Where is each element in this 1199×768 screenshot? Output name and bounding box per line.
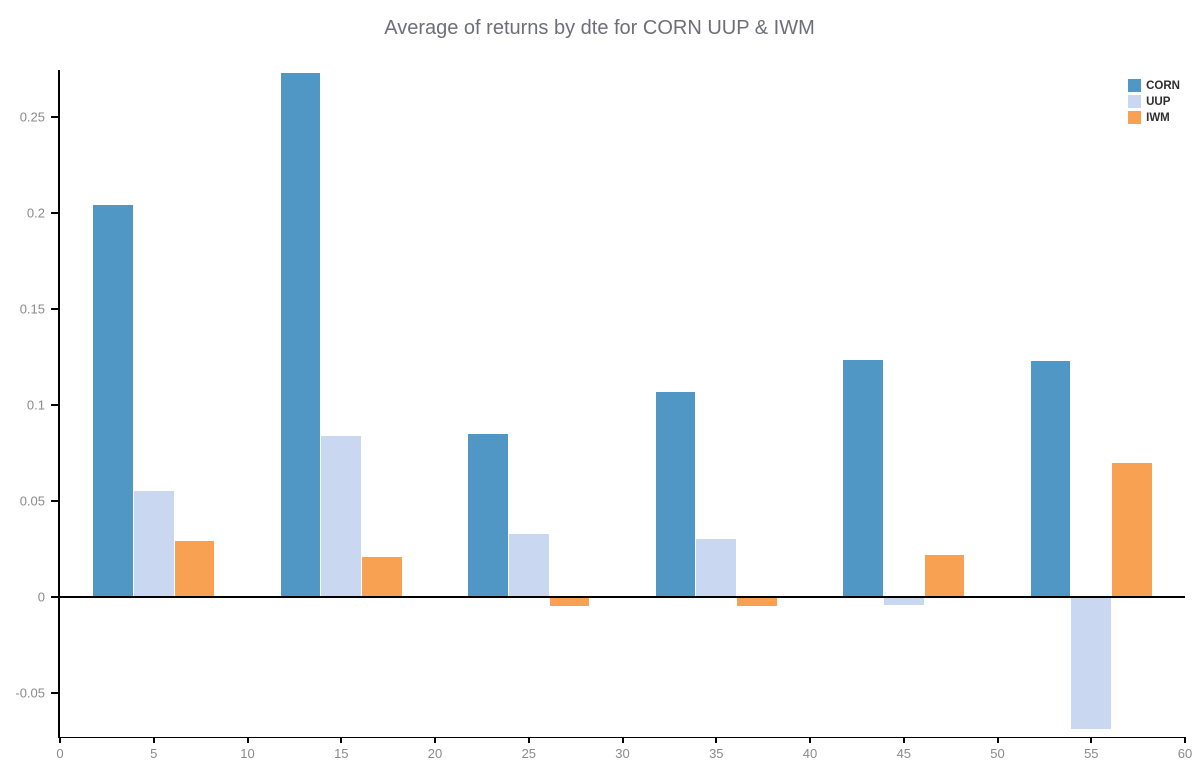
legend-label: IWM xyxy=(1146,111,1170,124)
y-tick-label: 0.2 xyxy=(26,205,45,221)
y-tick-label: -0.05 xyxy=(15,685,45,701)
bar-iwm-25 xyxy=(549,596,590,607)
bar-uup-35 xyxy=(696,539,737,597)
x-tick xyxy=(715,737,718,743)
x-tick xyxy=(152,737,155,743)
y-tick xyxy=(51,403,58,406)
bar-iwm-45 xyxy=(924,554,965,597)
y-tick-label: 0.1 xyxy=(26,397,45,413)
y-tick-label: 0.15 xyxy=(19,301,45,317)
y-tick-label: 0.25 xyxy=(19,109,45,125)
bar-uup-5 xyxy=(133,491,174,597)
y-tick-label: 0 xyxy=(37,589,45,605)
x-tick xyxy=(621,737,624,743)
x-tick-label: 25 xyxy=(521,746,537,761)
x-tick xyxy=(1090,737,1093,743)
bar-corn-45 xyxy=(843,359,883,597)
y-tick xyxy=(51,499,58,502)
bar-uup-45 xyxy=(883,596,924,605)
chart-title: Average of returns by dte for CORN UUP &… xyxy=(384,17,815,39)
x-tick xyxy=(246,737,249,743)
x-tick xyxy=(902,737,905,743)
legend-label: UUP xyxy=(1146,95,1171,108)
x-tick xyxy=(527,737,530,743)
legend-item-corn: CORN xyxy=(1128,79,1180,92)
x-tick-label: 5 xyxy=(150,746,158,761)
bar-iwm-55 xyxy=(1112,462,1152,597)
x-tick-label: 60 xyxy=(1177,746,1193,761)
x-tick-label: 35 xyxy=(709,746,724,761)
legend-swatch-uup xyxy=(1128,95,1142,108)
x-tick-label: 0 xyxy=(56,746,64,761)
legend-item-uup: UUP xyxy=(1128,95,1180,108)
bar-uup-55 xyxy=(1071,596,1112,730)
x-tick xyxy=(434,737,436,743)
x-tick xyxy=(59,737,61,743)
bar-iwm-35 xyxy=(737,596,777,607)
bar-iwm-15 xyxy=(362,556,402,597)
x-tick-label: 40 xyxy=(802,746,818,761)
x-tick xyxy=(809,737,811,743)
y-tick xyxy=(51,308,58,310)
x-tick-label: 10 xyxy=(240,746,255,761)
bar-iwm-5 xyxy=(174,541,215,597)
bar-corn-15 xyxy=(280,72,321,597)
legend-swatch-iwm xyxy=(1128,111,1142,124)
y-axis-line xyxy=(58,70,60,737)
x-tick-label: 20 xyxy=(427,746,443,761)
x-tick xyxy=(1184,737,1186,743)
x-tick-label: 15 xyxy=(334,746,349,761)
x-tick-label: 45 xyxy=(896,746,912,761)
legend-swatch-corn xyxy=(1128,79,1142,92)
x-tick-label: 30 xyxy=(615,746,630,761)
bar-uup-15 xyxy=(321,435,362,597)
x-tick-label: 55 xyxy=(1084,746,1099,761)
x-tick xyxy=(340,737,343,743)
y-tick xyxy=(51,116,58,118)
legend-item-iwm: IWM xyxy=(1128,111,1180,124)
legend: CORN UUP IWM xyxy=(1128,79,1180,124)
bar-corn-55 xyxy=(1030,360,1071,597)
y-tick xyxy=(51,691,58,694)
bar-uup-25 xyxy=(508,533,549,597)
bar-corn-25 xyxy=(468,433,508,597)
bar-corn-35 xyxy=(655,391,696,597)
y-tick-label: 0.05 xyxy=(19,493,45,509)
y-tick xyxy=(51,595,58,598)
y-tick xyxy=(51,212,58,214)
zero-line xyxy=(60,595,1185,598)
x-tick-label: 50 xyxy=(990,746,1005,761)
x-tick xyxy=(996,737,999,743)
legend-label: CORN xyxy=(1146,79,1180,92)
bar-corn-5 xyxy=(93,205,133,597)
